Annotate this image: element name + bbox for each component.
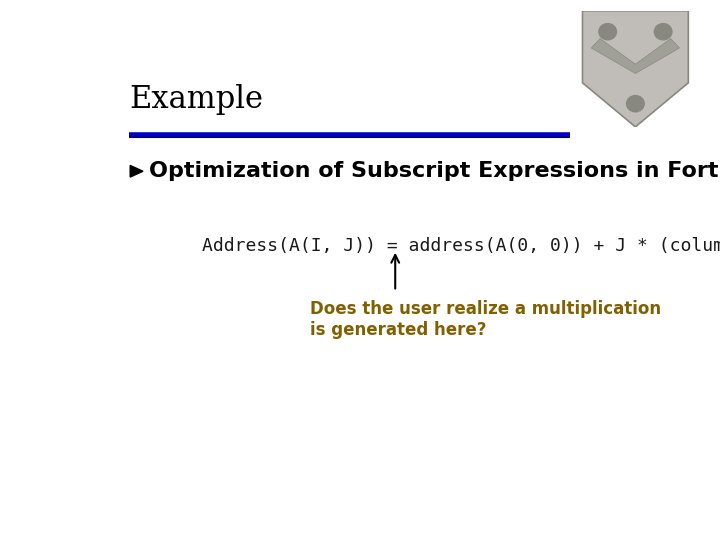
Polygon shape [591, 39, 680, 73]
Circle shape [654, 24, 672, 40]
Circle shape [599, 24, 616, 40]
Text: Optimization of Subscript Expressions in Fortran: Optimization of Subscript Expressions in… [148, 161, 720, 181]
Circle shape [626, 96, 644, 112]
Text: Example: Example [129, 84, 263, 114]
Polygon shape [582, 11, 688, 127]
Text: Address(A(I, J)) = address(A(0, 0)) + J * (column size) + I: Address(A(I, J)) = address(A(0, 0)) + J … [202, 237, 720, 255]
Polygon shape [130, 165, 143, 177]
Text: Does the user realize a multiplication
is generated here?: Does the user realize a multiplication i… [310, 300, 662, 339]
